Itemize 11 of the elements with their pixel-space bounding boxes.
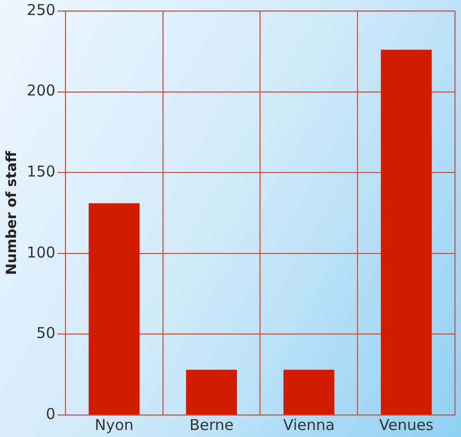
y-tick-label: 200: [26, 82, 56, 100]
x-tick-label: Nyon: [94, 416, 134, 434]
y-tick-label: 100: [26, 243, 56, 262]
x-tick-label: Berne: [189, 416, 234, 434]
y-tick-label: 50: [36, 324, 56, 342]
y-tick-label: 0: [46, 404, 56, 423]
x-tick-label: Vienna: [283, 416, 335, 434]
y-tick-label: 150: [26, 162, 56, 180]
y-tick-label: 250: [26, 0, 56, 19]
y-axis-title: Number of staff: [4, 150, 20, 275]
x-tick-label: Venues: [379, 416, 434, 434]
